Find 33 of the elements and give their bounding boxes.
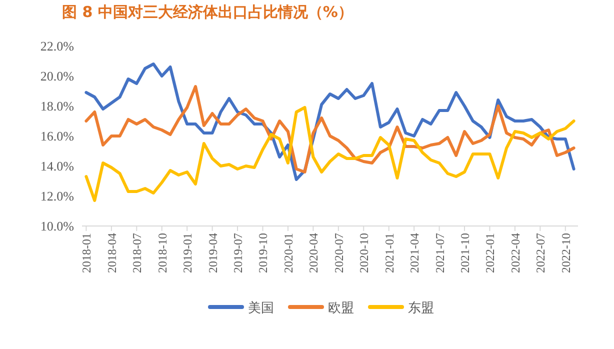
x-tick-label: 2021-01 xyxy=(382,233,396,273)
x-tick-label: 2021-10 xyxy=(458,233,472,273)
y-tick-label: 16.0% xyxy=(40,128,74,144)
y-tick-label: 22.0% xyxy=(40,38,74,54)
y-tick-label: 14.0% xyxy=(40,158,74,174)
x-tick-label: 2018-10 xyxy=(155,233,170,273)
x-tick-label: 2021-04 xyxy=(408,233,422,273)
x-tick-label: 2022-10 xyxy=(558,233,573,273)
x-tick-label: 2020-10 xyxy=(357,233,372,273)
x-tick-label: 2019-01 xyxy=(180,233,195,273)
x-tick-label: 2022-07 xyxy=(534,233,548,273)
x-tick-label: 2018-01 xyxy=(80,233,94,273)
legend-label: 欧盟 xyxy=(328,300,354,315)
legend-label: 美国 xyxy=(248,300,274,315)
y-tick-label: 18.0% xyxy=(40,98,74,114)
x-tick-label: 2021-07 xyxy=(432,233,447,273)
x-tick-label: 2019-07 xyxy=(231,233,246,273)
x-tick-label: 2020-01 xyxy=(281,233,296,273)
legend-label: 东盟 xyxy=(408,300,434,315)
x-tick-label: 2020-07 xyxy=(332,233,346,273)
chart-title: 图 8 中国对三大经济体出口占比情况（%） xyxy=(62,3,353,21)
x-tick-label: 2022-04 xyxy=(508,233,522,273)
x-tick-label: 2020-04 xyxy=(306,233,321,273)
line-series xyxy=(84,85,576,174)
y-tick-label: 20.0% xyxy=(40,68,74,84)
x-tick-label: 2019-04 xyxy=(206,233,220,273)
y-tick-label: 10.0% xyxy=(40,218,74,234)
y-tick-label: 12.0% xyxy=(40,188,74,204)
x-tick-label: 2022-01 xyxy=(483,233,498,273)
x-tick-label: 2018-04 xyxy=(104,233,119,273)
x-tick-label: 2019-10 xyxy=(256,233,270,273)
x-tick-label: 2018-07 xyxy=(130,233,144,273)
line-series xyxy=(84,106,576,202)
